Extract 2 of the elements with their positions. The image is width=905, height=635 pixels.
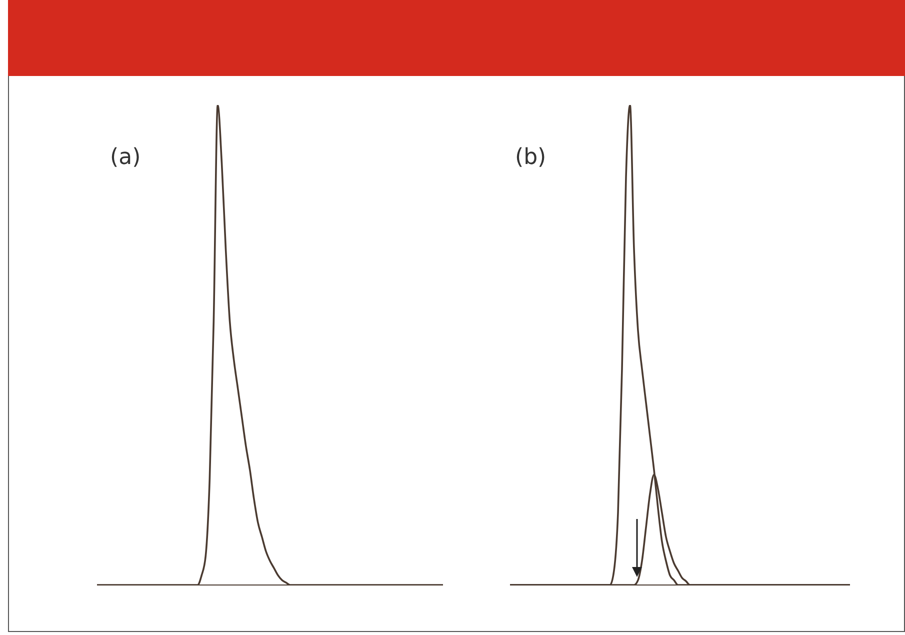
text: (a): [110, 145, 141, 170]
text: (b): [515, 145, 546, 170]
